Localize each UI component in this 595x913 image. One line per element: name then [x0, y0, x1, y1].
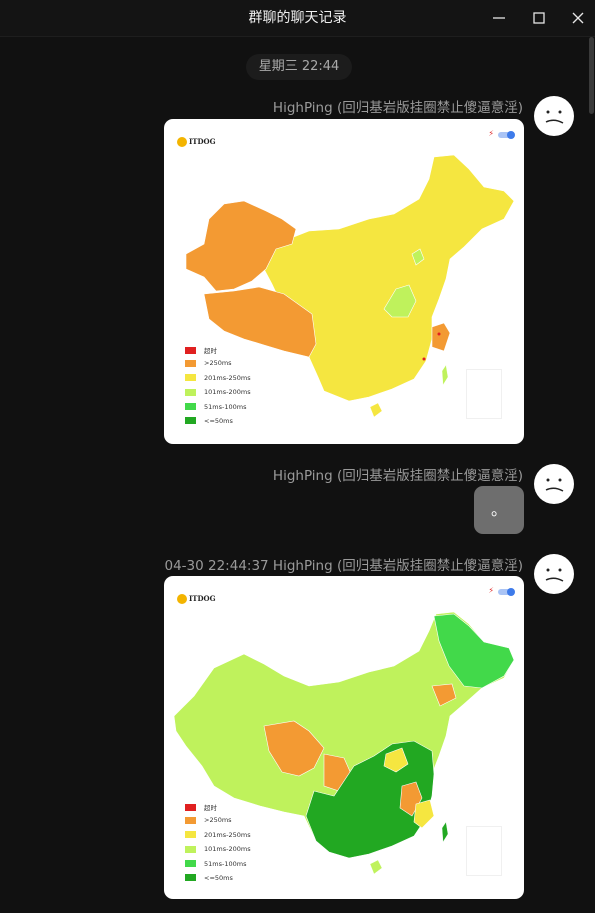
- legend-item: 51ms-100ms: [185, 403, 251, 417]
- south-sea-inset: [466, 826, 502, 876]
- maximize-button[interactable]: [527, 6, 551, 30]
- legend-item: 201ms-250ms: [185, 374, 251, 388]
- maximize-icon: [533, 12, 545, 24]
- close-icon: [572, 12, 584, 24]
- china-latency-map: [185, 154, 515, 418]
- legend-item: <=50ms: [185, 417, 251, 431]
- window-title: 群聊的聊天记录: [248, 10, 347, 26]
- minimize-button[interactable]: [487, 6, 511, 30]
- image-message[interactable]: ITDOG ⚡ 超时 >250ms 201ms-250ms 101: [164, 119, 524, 444]
- avatar[interactable]: [534, 464, 574, 504]
- itdog-logo: ITDOG: [177, 131, 216, 147]
- legend-item: 超时: [185, 802, 251, 816]
- minimize-icon: [493, 17, 505, 19]
- scrollbar-thumb[interactable]: [589, 37, 594, 114]
- legend-item: 101ms-200ms: [185, 845, 251, 859]
- legend-item: 101ms-200ms: [185, 388, 251, 402]
- map-legend: 超时 >250ms 201ms-250ms 101ms-200ms 51ms-1…: [185, 802, 251, 888]
- message-sender: HighPing (回归基岩版挂圈禁止傻逼意淫): [272, 468, 523, 484]
- toggle-switch: [498, 131, 515, 139]
- china-latency-map: [173, 611, 515, 875]
- south-sea-inset: [466, 369, 502, 419]
- message-sender: 04-30 22:44:37 HighPing (回归基岩版挂圈禁止傻逼意淫): [164, 558, 523, 574]
- message-sender: HighPing (回归基岩版挂圈禁止傻逼意淫): [272, 100, 523, 116]
- map-legend: 超时 >250ms 201ms-250ms 101ms-200ms 51ms-1…: [185, 345, 251, 431]
- legend-item: >250ms: [185, 359, 251, 373]
- avatar[interactable]: [534, 554, 574, 594]
- legend-item: 超时: [185, 345, 251, 359]
- text-message[interactable]: 。: [474, 486, 524, 534]
- legend-item: <=50ms: [185, 874, 251, 888]
- legend-item: 201ms-250ms: [185, 831, 251, 845]
- toggle-switch: [498, 588, 515, 596]
- lightning-icon: ⚡: [488, 586, 494, 595]
- legend-item: >250ms: [185, 816, 251, 830]
- lightning-icon: ⚡: [488, 129, 494, 138]
- itdog-logo: ITDOG: [177, 588, 216, 604]
- avatar[interactable]: [534, 96, 574, 136]
- image-message[interactable]: ITDOG ⚡ 超时: [164, 576, 524, 899]
- close-button[interactable]: [566, 6, 590, 30]
- title-bar: 群聊的聊天记录: [0, 0, 595, 37]
- legend-item: 51ms-100ms: [185, 860, 251, 874]
- time-divider: 星期三 22:44: [246, 54, 352, 80]
